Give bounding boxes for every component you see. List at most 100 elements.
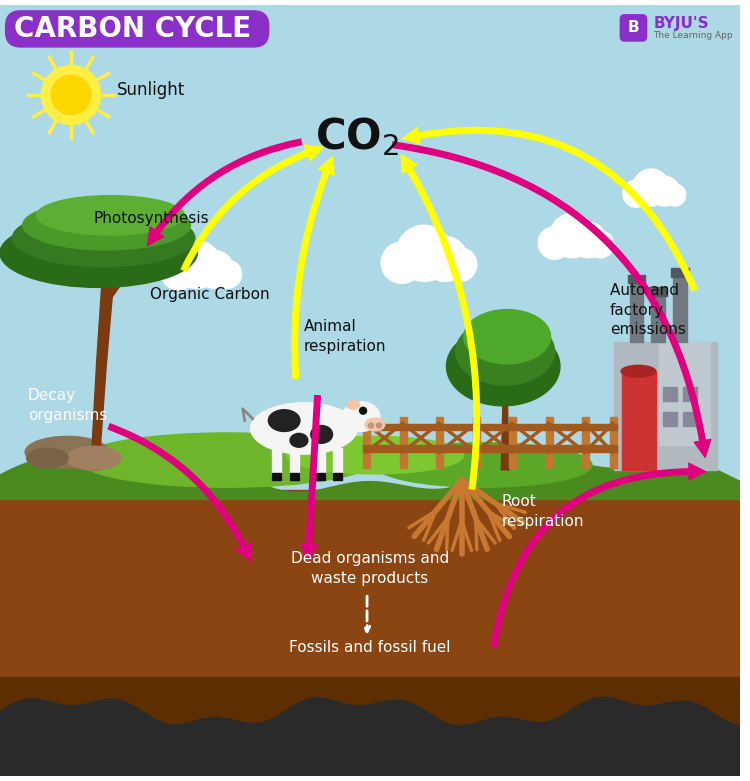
Bar — [682, 387, 697, 401]
Circle shape — [368, 423, 374, 428]
Ellipse shape — [0, 219, 197, 287]
Circle shape — [650, 177, 680, 206]
Text: Auto and
factory
emissions: Auto and factory emissions — [610, 283, 686, 337]
Bar — [363, 423, 616, 430]
Polygon shape — [91, 273, 113, 470]
FancyArrowPatch shape — [148, 139, 302, 245]
Circle shape — [360, 407, 367, 414]
Text: Fossils and fossil fuel: Fossils and fossil fuel — [290, 640, 451, 655]
Bar — [682, 412, 697, 426]
Text: Root
respiration: Root respiration — [501, 494, 584, 529]
Circle shape — [633, 169, 670, 206]
Text: The Learning App: The Learning App — [653, 31, 733, 41]
Ellipse shape — [268, 410, 300, 431]
Ellipse shape — [456, 318, 554, 385]
Circle shape — [664, 184, 686, 206]
Circle shape — [376, 423, 381, 428]
Bar — [628, 275, 645, 284]
Bar — [334, 473, 343, 480]
Text: Photosynthesis: Photosynthesis — [94, 211, 209, 226]
Bar — [272, 473, 281, 480]
Circle shape — [161, 255, 196, 290]
Circle shape — [538, 226, 571, 259]
FancyArrowPatch shape — [491, 463, 706, 647]
Text: Sunlight: Sunlight — [116, 81, 184, 99]
Bar — [363, 416, 370, 468]
Ellipse shape — [446, 327, 560, 406]
Bar — [629, 277, 644, 341]
Ellipse shape — [22, 201, 190, 250]
Ellipse shape — [27, 448, 68, 468]
Circle shape — [587, 231, 613, 258]
Circle shape — [443, 248, 477, 281]
Bar — [671, 268, 688, 276]
Ellipse shape — [375, 443, 592, 487]
Bar — [436, 416, 443, 468]
Ellipse shape — [464, 309, 550, 364]
Circle shape — [51, 75, 91, 115]
Circle shape — [571, 223, 606, 258]
FancyArrowPatch shape — [392, 142, 711, 458]
FancyArrowPatch shape — [182, 145, 323, 271]
Bar — [334, 448, 343, 478]
Text: Decay
organisms: Decay organisms — [28, 388, 107, 423]
Text: Organic Carbon: Organic Carbon — [150, 287, 269, 301]
Bar — [316, 473, 325, 480]
Circle shape — [422, 237, 467, 281]
Ellipse shape — [67, 446, 121, 470]
Text: B: B — [628, 20, 639, 35]
Polygon shape — [0, 457, 740, 500]
Bar — [509, 416, 516, 468]
FancyArrowPatch shape — [292, 157, 334, 379]
Bar — [272, 448, 281, 478]
Bar — [400, 416, 406, 468]
Polygon shape — [501, 391, 509, 470]
Polygon shape — [103, 248, 143, 302]
Bar — [290, 448, 299, 478]
Ellipse shape — [343, 402, 380, 431]
Polygon shape — [0, 677, 740, 776]
Bar — [614, 341, 717, 470]
Bar — [651, 291, 665, 341]
Bar — [610, 416, 616, 468]
FancyArrowPatch shape — [301, 396, 320, 561]
Circle shape — [381, 242, 422, 284]
Text: CARBON CYCLE: CARBON CYCLE — [13, 15, 251, 43]
Ellipse shape — [26, 437, 109, 468]
Circle shape — [174, 241, 221, 288]
Ellipse shape — [310, 426, 332, 444]
Bar — [582, 416, 589, 468]
Bar — [363, 445, 616, 452]
Text: Animal
respiration: Animal respiration — [304, 319, 386, 354]
Bar — [673, 271, 687, 341]
Bar — [546, 416, 553, 468]
Bar — [316, 448, 325, 478]
Polygon shape — [0, 697, 740, 776]
Ellipse shape — [290, 433, 308, 448]
FancyArrowPatch shape — [402, 127, 697, 291]
Ellipse shape — [37, 195, 184, 235]
Polygon shape — [0, 490, 740, 717]
Bar — [663, 387, 676, 401]
Ellipse shape — [12, 209, 195, 266]
Bar — [622, 371, 656, 470]
FancyArrowPatch shape — [401, 155, 479, 489]
Ellipse shape — [286, 437, 464, 474]
Bar — [650, 287, 667, 296]
FancyBboxPatch shape — [5, 10, 269, 48]
Circle shape — [196, 251, 234, 288]
Circle shape — [41, 66, 101, 125]
Circle shape — [622, 180, 650, 207]
Text: BYJU'S: BYJU'S — [653, 16, 709, 31]
Ellipse shape — [621, 366, 656, 377]
Ellipse shape — [346, 401, 360, 409]
FancyArrowPatch shape — [108, 424, 251, 561]
Text: CO$_2$: CO$_2$ — [315, 115, 399, 158]
Bar — [472, 416, 479, 468]
Text: Dead organisms and
waste products: Dead organisms and waste products — [291, 551, 449, 586]
Bar — [663, 412, 676, 426]
Ellipse shape — [251, 403, 357, 454]
Bar — [290, 473, 299, 480]
Ellipse shape — [79, 433, 375, 487]
Circle shape — [396, 225, 452, 281]
